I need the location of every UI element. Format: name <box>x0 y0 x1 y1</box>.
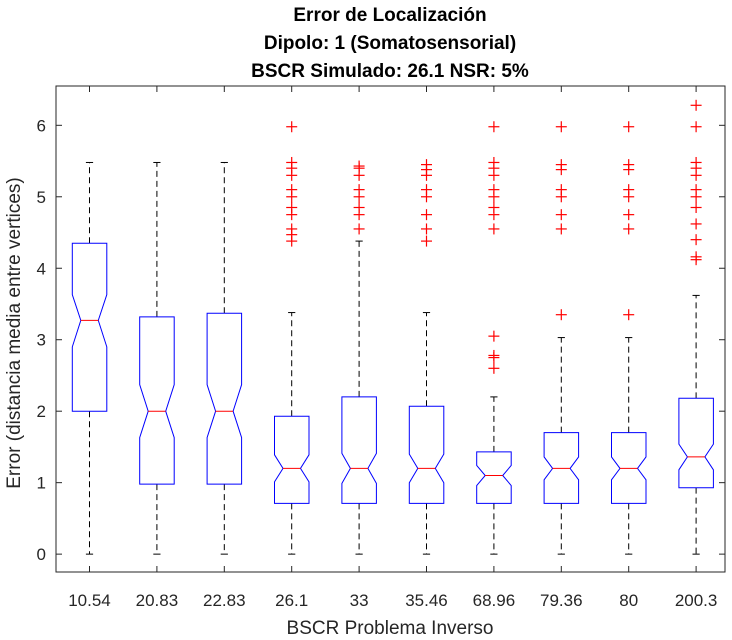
box <box>611 432 647 504</box>
box-group-35.46 <box>408 159 445 555</box>
outlier-marker <box>353 202 365 213</box>
outlier-marker <box>286 156 298 168</box>
y-tick-label: 6 <box>37 116 46 135</box>
box <box>678 397 714 489</box>
x-axis-label: BSCR Problema Inverso <box>287 618 494 639</box>
box-group-200.3 <box>678 99 714 555</box>
outlier-marker <box>488 156 500 168</box>
box <box>139 316 175 485</box>
box-group-68.96 <box>476 121 512 555</box>
outlier-marker <box>353 160 365 172</box>
box-group-80 <box>611 121 647 555</box>
plot-area <box>71 99 714 555</box>
outlier-marker <box>555 309 567 321</box>
title-line-2: Dipolo: 1 (Somatosensorial) <box>264 33 516 54</box>
box-group-20.83 <box>139 161 175 555</box>
x-tick-label: 26.1 <box>275 591 308 610</box>
x-tick-label: 35.46 <box>405 591 448 610</box>
x-tick-label: 80 <box>619 591 638 610</box>
outlier-marker <box>623 309 635 321</box>
outlier-marker <box>690 184 702 196</box>
y-axis: 0 1 2 3 4 5 6 <box>37 116 725 564</box>
outlier-marker <box>286 184 298 196</box>
x-axis: 10.54 20.83 22.83 26.1 33 35.46 68.96 79.36 80 20… <box>68 86 717 610</box>
outlier-marker <box>555 121 567 133</box>
x-tick-label: 22.83 <box>203 591 246 610</box>
outlier-marker <box>623 223 635 235</box>
outlier-marker <box>488 121 500 133</box>
y-tick-label: 3 <box>37 331 46 350</box>
box-group-33 <box>341 160 377 555</box>
axes-box <box>55 85 726 573</box>
box <box>71 242 108 412</box>
outlier-marker <box>488 362 500 374</box>
outlier-marker <box>421 159 432 171</box>
outlier-marker <box>555 209 567 221</box>
outlier-marker <box>623 159 635 171</box>
box <box>543 432 580 504</box>
outlier-marker <box>690 251 702 263</box>
box-group-10.54 <box>71 161 108 555</box>
outlier-marker <box>286 202 298 213</box>
x-tick-label: 10.54 <box>68 591 111 610</box>
title-line-1: Error de Localización <box>293 5 486 26</box>
box <box>206 312 243 485</box>
box-group-79.36 <box>543 121 580 555</box>
outlier-marker <box>488 184 500 196</box>
outlier-marker <box>555 184 567 196</box>
x-tick-label: 33 <box>350 591 369 610</box>
outlier-marker <box>690 99 702 111</box>
outlier-marker <box>488 330 500 342</box>
x-tick-label: 20.83 <box>136 591 179 610</box>
outlier-marker <box>488 349 500 361</box>
y-tick-label: 5 <box>37 188 46 207</box>
chart-title: Error de Localización Dipolo: 1 (Somatos… <box>251 5 529 82</box>
outlier-marker <box>353 223 365 235</box>
outlier-marker <box>488 223 500 235</box>
outlier-marker <box>421 223 432 235</box>
y-tick-label: 4 <box>37 259 46 278</box>
outlier-marker <box>555 223 567 235</box>
box-group-26.1 <box>274 121 310 555</box>
outlier-marker <box>690 121 702 133</box>
outlier-marker <box>421 209 432 221</box>
box <box>408 405 445 504</box>
y-tick-label: 1 <box>37 474 46 493</box>
outlier-marker <box>623 121 635 133</box>
outlier-marker <box>623 184 635 196</box>
outlier-marker <box>690 218 702 230</box>
box <box>341 396 377 504</box>
x-tick-label: 200.3 <box>675 591 718 610</box>
outlier-marker <box>690 156 702 168</box>
box <box>274 415 310 504</box>
outlier-marker <box>286 223 298 235</box>
y-tick-label: 0 <box>37 545 46 564</box>
box <box>476 451 512 504</box>
title-line-3: BSCR Simulado: 26.1 NSR: 5% <box>251 61 529 82</box>
outlier-marker <box>421 184 432 196</box>
y-tick-label: 2 <box>37 402 46 421</box>
outlier-marker <box>690 202 702 213</box>
outlier-marker <box>421 235 432 247</box>
outlier-marker <box>488 202 500 213</box>
box-group-22.83 <box>206 161 243 555</box>
outlier-marker <box>690 234 702 246</box>
outlier-marker <box>623 209 635 221</box>
outlier-marker <box>353 184 365 196</box>
x-tick-label: 79.36 <box>540 591 583 610</box>
x-tick-label: 68.96 <box>473 591 516 610</box>
outlier-marker <box>286 121 298 133</box>
outlier-marker <box>555 159 567 171</box>
y-axis-label: Error (distancia media entre vertices) <box>4 177 25 489</box>
